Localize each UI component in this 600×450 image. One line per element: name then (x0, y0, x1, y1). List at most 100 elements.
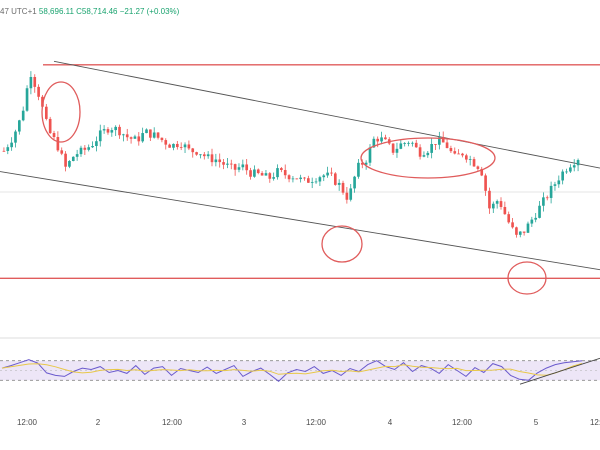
candle-body (268, 173, 272, 179)
candle-body (542, 197, 545, 206)
candle-body (557, 180, 561, 185)
candle-body (172, 143, 175, 148)
candle-body (511, 222, 514, 228)
candle-body (391, 143, 395, 153)
candle-body (457, 153, 460, 155)
candle-body (256, 169, 260, 174)
candle-body (314, 181, 318, 183)
candle-body (407, 142, 410, 144)
candle-body (349, 188, 353, 200)
candle-body (152, 132, 156, 138)
candle-body (534, 217, 538, 220)
candle-body (6, 147, 10, 151)
candle-body (561, 171, 564, 181)
candle-body (18, 120, 21, 132)
ohlc-readout: 58,696.11 C58,714.46 −21.27 (+0.03%) (38, 7, 180, 16)
candle-body (337, 182, 341, 185)
highlight-ellipse-3 (360, 137, 496, 179)
candle-body (465, 155, 468, 160)
candle-body (357, 162, 360, 177)
candle-body (291, 178, 295, 180)
candle-body (491, 203, 495, 209)
candle-body (445, 142, 449, 149)
candle-body (468, 159, 472, 160)
candle-body (160, 137, 164, 141)
candle-body (322, 175, 326, 178)
candle-body (241, 164, 245, 168)
candle-body (233, 164, 237, 170)
candle-body (168, 144, 171, 148)
candle-body (229, 163, 233, 165)
candle-body (2, 150, 6, 152)
channel-lower-line (0, 171, 600, 271)
candle-body (422, 155, 426, 157)
candle-body (214, 159, 218, 163)
candle-body (395, 148, 399, 153)
candle-body (226, 163, 229, 165)
x-axis-tick-label: 4 (388, 418, 393, 427)
candle-body (79, 147, 83, 155)
candle-body (538, 205, 541, 218)
candle-body (553, 184, 557, 186)
candle-body (572, 165, 576, 168)
candle-body (326, 172, 329, 176)
x-axis-tick-label: 12:00 (17, 418, 38, 427)
candle-body (480, 168, 484, 176)
x-axis-tick-label: 3 (242, 418, 247, 427)
candle-body (318, 177, 322, 182)
candle-body (434, 143, 437, 145)
x-axis-tick-label: 5 (534, 418, 539, 427)
candle-body (461, 153, 464, 156)
candle-body (576, 160, 580, 166)
candle-body (264, 173, 268, 176)
candle-body (411, 142, 414, 144)
candle-body (25, 88, 29, 111)
candle-body (218, 159, 222, 163)
candle-body (122, 134, 125, 136)
candle-body (187, 144, 191, 149)
highlight-ellipse-1 (41, 81, 81, 143)
x-axis-tick-label: 12:00 (452, 418, 473, 427)
candle-body (195, 152, 198, 155)
candle-body (110, 130, 114, 133)
candle-body (95, 141, 98, 147)
candle-body (106, 129, 110, 133)
candle-body (156, 132, 160, 138)
candle-body (526, 223, 530, 233)
candle-body (364, 162, 368, 165)
candle-body (341, 182, 345, 193)
candle-body (75, 154, 79, 157)
candle-body (333, 173, 337, 185)
candle-body (449, 148, 453, 152)
candle-body (310, 182, 314, 183)
candle-body (453, 151, 457, 154)
candle-body (360, 162, 364, 165)
candle-body (518, 231, 522, 235)
candle-body (430, 143, 433, 153)
candle-body (376, 138, 380, 142)
candle-body (372, 138, 376, 148)
candle-body (33, 76, 37, 87)
candle-body (56, 137, 60, 151)
candle-body (133, 136, 137, 139)
x-axis-tick-label: 12:00 (306, 418, 327, 427)
highlight-ellipse-2 (321, 225, 363, 263)
candle-body (368, 147, 372, 163)
candle-body (118, 126, 121, 136)
candle-body (237, 167, 241, 170)
candle-body (87, 147, 91, 150)
candle-body (83, 147, 87, 150)
candle-body (202, 154, 206, 157)
candle-body (141, 133, 144, 142)
candle-body (125, 134, 129, 138)
candle-body (565, 171, 568, 173)
candle-body (307, 178, 310, 183)
candle-body (60, 150, 64, 154)
candle-body (52, 133, 56, 138)
candle-body (403, 143, 406, 144)
candle-body (145, 129, 148, 134)
candle-body (98, 130, 102, 142)
candle-body (249, 170, 252, 177)
candle-body (14, 131, 17, 143)
